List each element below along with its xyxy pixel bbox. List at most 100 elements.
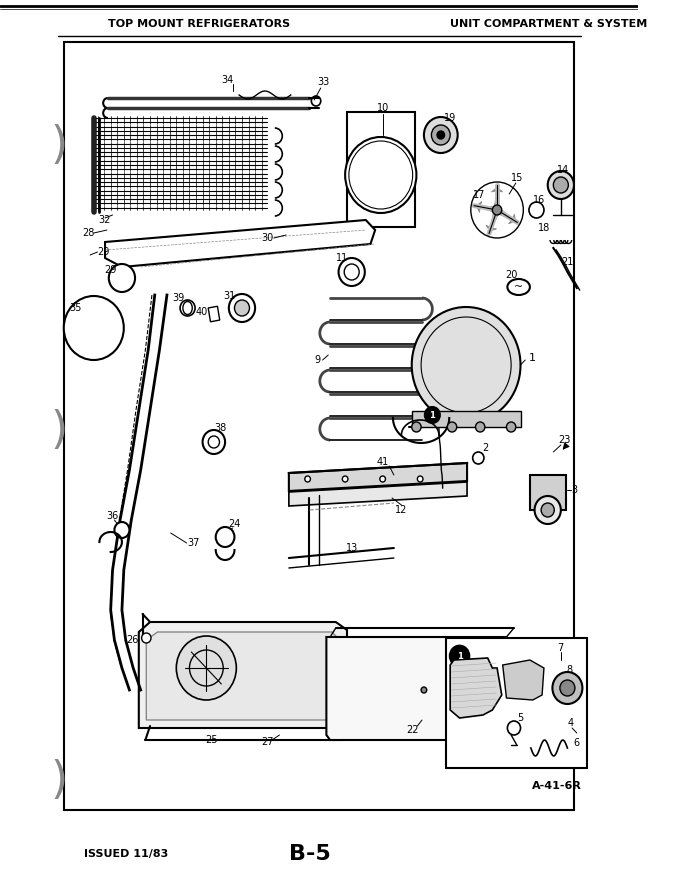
Text: ): ) <box>50 409 68 451</box>
Bar <box>208 306 220 322</box>
Text: 29: 29 <box>105 265 117 275</box>
Text: 9: 9 <box>314 355 320 365</box>
Polygon shape <box>503 660 544 700</box>
Text: 34: 34 <box>221 75 233 85</box>
Text: 37: 37 <box>188 538 200 548</box>
Circle shape <box>475 422 485 432</box>
Circle shape <box>560 680 575 696</box>
Circle shape <box>229 294 255 322</box>
Circle shape <box>552 672 582 704</box>
Text: 38: 38 <box>214 423 226 433</box>
Text: 39: 39 <box>172 293 184 303</box>
Text: 12: 12 <box>395 505 407 515</box>
Circle shape <box>64 296 124 360</box>
Circle shape <box>447 422 457 432</box>
Text: 5: 5 <box>517 713 524 723</box>
Circle shape <box>235 300 250 316</box>
Text: B-5: B-5 <box>288 844 330 864</box>
Text: 1: 1 <box>456 651 462 660</box>
Text: 24: 24 <box>228 519 241 529</box>
Circle shape <box>342 476 348 482</box>
Polygon shape <box>105 220 375 267</box>
Circle shape <box>424 117 458 153</box>
Bar <box>64 42 574 810</box>
Text: 1: 1 <box>429 410 435 419</box>
Circle shape <box>109 264 135 292</box>
Circle shape <box>507 422 516 432</box>
Text: 8: 8 <box>566 665 573 675</box>
Polygon shape <box>289 463 467 491</box>
Text: 17: 17 <box>473 190 486 200</box>
Circle shape <box>431 125 450 145</box>
Text: 31: 31 <box>224 291 236 301</box>
Polygon shape <box>146 632 339 720</box>
Text: ISSUED 11/83: ISSUED 11/83 <box>84 849 169 859</box>
Ellipse shape <box>183 302 192 314</box>
Text: 33: 33 <box>318 77 330 87</box>
Text: A-41-6R: A-41-6R <box>532 781 581 791</box>
Circle shape <box>176 636 237 700</box>
Circle shape <box>305 476 311 482</box>
Circle shape <box>507 721 520 735</box>
Circle shape <box>554 177 568 193</box>
Polygon shape <box>326 637 511 740</box>
Bar <box>447 638 587 768</box>
Text: TOP MOUNT REFRIGERATORS: TOP MOUNT REFRIGERATORS <box>108 19 290 29</box>
Text: 18: 18 <box>538 223 550 233</box>
Circle shape <box>437 131 445 139</box>
Text: 30: 30 <box>261 233 273 243</box>
Text: 35: 35 <box>69 303 81 313</box>
Text: 2: 2 <box>483 443 489 453</box>
Bar <box>411 411 520 427</box>
Circle shape <box>114 522 129 538</box>
Circle shape <box>541 503 554 517</box>
Text: 26: 26 <box>126 635 139 645</box>
Circle shape <box>547 171 574 199</box>
Text: ): ) <box>50 758 68 802</box>
Circle shape <box>141 633 151 643</box>
Text: 6: 6 <box>574 738 580 748</box>
Text: 36: 36 <box>106 511 119 521</box>
Text: 3: 3 <box>571 485 577 495</box>
Ellipse shape <box>507 279 530 295</box>
Text: 20: 20 <box>505 270 517 280</box>
Text: UNIT COMPARTMENT & SYSTEM: UNIT COMPARTMENT & SYSTEM <box>450 19 647 29</box>
Text: ): ) <box>50 124 68 166</box>
Text: 32: 32 <box>99 215 111 225</box>
Text: 7: 7 <box>557 643 563 653</box>
Text: 23: 23 <box>558 435 571 445</box>
Text: 22: 22 <box>407 725 419 735</box>
Text: 10: 10 <box>377 103 389 113</box>
Polygon shape <box>450 658 502 718</box>
Circle shape <box>339 258 365 286</box>
Text: 11: 11 <box>336 253 348 263</box>
Text: 25: 25 <box>205 735 218 745</box>
Circle shape <box>450 646 469 666</box>
Circle shape <box>411 422 421 432</box>
Circle shape <box>203 430 225 454</box>
Text: ~: ~ <box>514 282 524 292</box>
Circle shape <box>216 527 235 547</box>
Circle shape <box>492 205 502 215</box>
Circle shape <box>534 496 561 524</box>
Circle shape <box>421 687 427 693</box>
Text: 21: 21 <box>561 257 574 267</box>
Text: 29: 29 <box>97 247 109 257</box>
Text: 16: 16 <box>533 195 545 205</box>
Text: 41: 41 <box>377 457 389 467</box>
Circle shape <box>411 307 520 423</box>
Polygon shape <box>139 622 347 728</box>
Text: 27: 27 <box>261 737 273 747</box>
Text: 19: 19 <box>444 113 456 123</box>
Text: 1: 1 <box>529 353 537 363</box>
Circle shape <box>425 407 440 423</box>
Text: 40: 40 <box>196 307 208 317</box>
Text: 4: 4 <box>567 718 573 728</box>
Text: 15: 15 <box>511 173 523 183</box>
Text: 13: 13 <box>345 543 358 553</box>
Text: 14: 14 <box>557 165 569 175</box>
Bar <box>530 475 566 510</box>
Bar <box>347 112 415 227</box>
Polygon shape <box>289 482 467 506</box>
Text: 28: 28 <box>82 228 95 238</box>
